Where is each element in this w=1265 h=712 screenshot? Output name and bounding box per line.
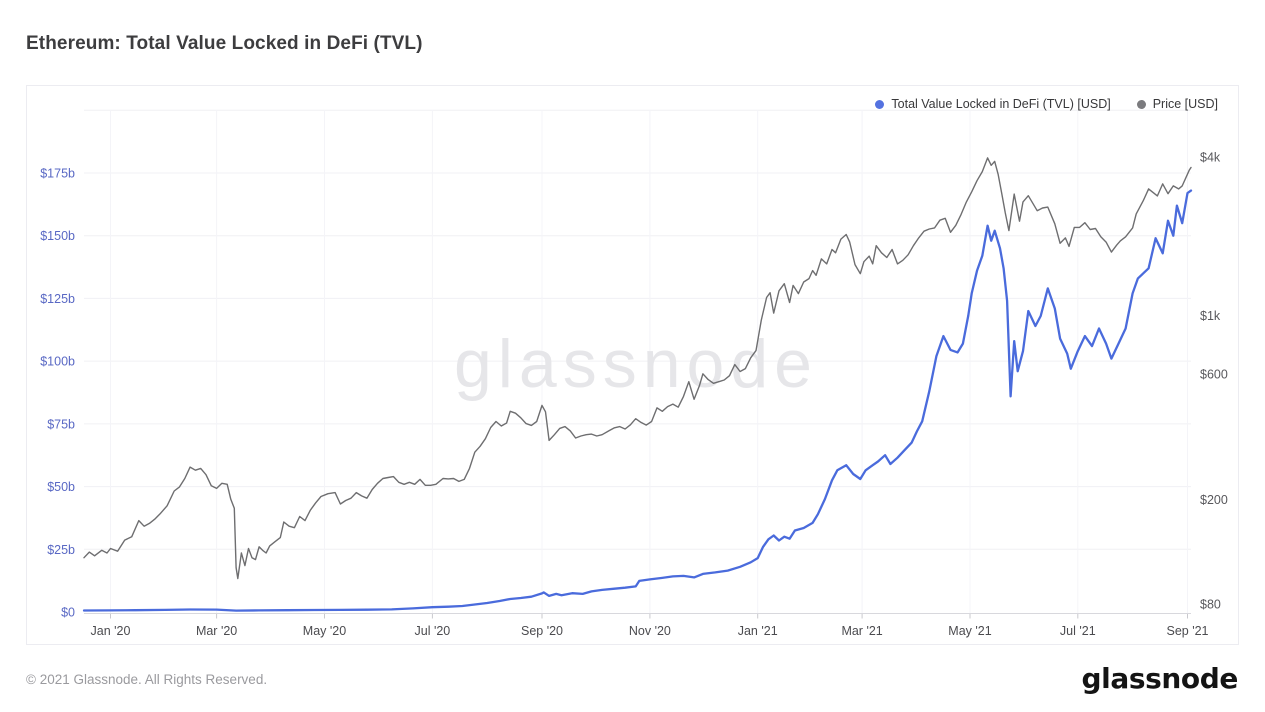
x-tick-label: Mar '21 [841, 624, 882, 638]
price-legend-dot-icon [1136, 99, 1146, 109]
legend-item-tvl[interactable]: Total Value Locked in DeFi (TVL) [USD] [875, 97, 1111, 111]
price-legend-label: Price [USD] [1152, 97, 1218, 111]
x-tick-label: Jul '21 [1060, 624, 1096, 638]
page-title: Ethereum: Total Value Locked in DeFi (TV… [26, 33, 423, 54]
glassnode-logo: glassnode [1081, 662, 1239, 695]
x-tick-label: Jan '21 [738, 624, 778, 638]
x-tick-label: May '21 [948, 624, 991, 638]
chart-card: Total Value Locked in DeFi (TVL) [USD] P… [26, 85, 1239, 645]
x-tick-label: Sep '21 [1166, 624, 1208, 638]
y-right-tick-label: $1k [1200, 309, 1221, 323]
y-right-tick-label: $80 [1200, 598, 1221, 612]
y-left-tick-label: $150b [40, 229, 75, 243]
legend-item-price[interactable]: Price [USD] [1136, 97, 1218, 111]
y-left-tick-label: $50b [47, 480, 75, 494]
price-series-line [83, 157, 1192, 580]
y-right-tick-label: $600 [1200, 367, 1228, 381]
tvl-legend-label: Total Value Locked in DeFi (TVL) [USD] [891, 97, 1111, 111]
x-tick-label: Sep '20 [521, 624, 563, 638]
tvl-legend-dot-icon [875, 99, 885, 109]
x-tick-label: May '20 [303, 624, 346, 638]
x-tick-label: Mar '20 [196, 624, 237, 638]
y-left-tick-label: $0 [61, 606, 75, 620]
chart-legend: Total Value Locked in DeFi (TVL) [USD] P… [875, 97, 1218, 111]
footer-copyright: © 2021 Glassnode. All Rights Reserved. [26, 672, 268, 687]
y-left-tick-label: $75b [47, 417, 75, 431]
y-left-tick-label: $100b [40, 355, 75, 369]
y-left-tick-label: $25b [47, 543, 75, 557]
y-right-tick-label: $4k [1200, 151, 1221, 165]
x-tick-label: Jan '20 [91, 624, 131, 638]
y-right-tick-label: $200 [1200, 493, 1228, 507]
glassnode-watermark: glassnode [454, 326, 818, 402]
y-left-tick-label: $175b [40, 167, 75, 181]
x-tick-label: Nov '20 [629, 624, 671, 638]
chart-plot-area[interactable]: glassnode $0 $25b $50b $75b $100b $125b $150b $1… [27, 86, 1240, 646]
x-tick-label: Jul '20 [415, 624, 451, 638]
tvl-series-line [82, 189, 1193, 612]
y-left-tick-label: $125b [40, 292, 75, 306]
